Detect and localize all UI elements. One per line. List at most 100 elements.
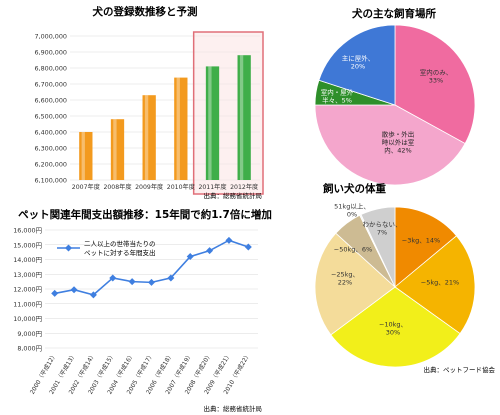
chart2-label: 内、42% [384, 146, 411, 155]
chart3-y-tick: 15,000円 [13, 241, 42, 249]
chart4-label: ~25kg、 [331, 271, 359, 279]
chart4-source: 出典：ペットフード協会 [424, 365, 496, 374]
chart3-point [109, 274, 117, 282]
chart3-point [89, 291, 97, 299]
dog-registration-chart: 犬の登録数推移と予測 6,100,0006,200,0006,300,0006,… [34, 5, 264, 200]
chart3-points [51, 236, 252, 299]
chart4-slice [330, 286, 461, 368]
pet-expense-chart: ペット関連年間支出額推移：15年間で約1.7倍に増加 8,000円 9,000円 1… [13, 208, 272, 413]
chart3-point [70, 286, 78, 294]
chart3-point [51, 289, 59, 297]
dog-weight-chart: 飼い犬の体重 ~3kg、14% ~5kg、21% ~10kg、30% ~25kg、22… [314, 182, 496, 374]
chart2-slice [314, 104, 466, 186]
chart1-y-tick: 6,500,000 [34, 113, 67, 121]
chart4-label: 0% [347, 211, 357, 219]
chart2-slice [394, 24, 476, 145]
chart2-label: 20% [351, 63, 365, 71]
chart3-y-tick: 10,000円 [13, 315, 42, 323]
chart3-gridlines [45, 229, 258, 349]
chart1-bar [79, 132, 93, 180]
chart1-bar [142, 95, 156, 180]
chart3-title: ペット関連年間支出額推移：15年間で約1.7倍に増加 [18, 208, 272, 221]
chart1-bar [174, 77, 188, 180]
chart1-title: 犬の登録数推移と予測 [92, 5, 198, 18]
chart3-legend-marker [65, 244, 72, 252]
chart1-bar-shine [208, 66, 212, 180]
chart2-slice [318, 24, 396, 106]
chart1-y-tick: 6,900,000 [34, 49, 67, 57]
chart4-slice [394, 206, 458, 288]
chart1-y-ticks: 6,100,000 6,200,000 6,300,000 6,400,000 6,50… [34, 33, 67, 185]
chart1-y-tick: 6,400,000 [34, 129, 67, 137]
chart2-label: 主に屋外、 [342, 54, 375, 63]
chart3-legend-line2: ペットに対する年間支出 [84, 248, 156, 257]
chart3-legend: 二人以上の世帯当たりの ペットに対する年間支出 [57, 239, 156, 257]
chart4-title: 飼い犬の体重 [322, 182, 386, 195]
chart1-x-label: 2012年度 [230, 183, 258, 191]
chart4-label: ~5kg、21% [421, 279, 459, 287]
chart2-label: 室内のみ、 [420, 68, 453, 77]
chart3-point [244, 243, 252, 251]
chart4-label: 22% [338, 279, 352, 287]
chart2-slices [314, 24, 476, 186]
chart1-y-tick: 6,700,000 [34, 81, 67, 89]
chart1-bar-shine [239, 55, 244, 181]
chart1-bar-shine [81, 132, 85, 180]
chart4-label: ~50kg、6% [334, 246, 372, 254]
chart4-slice [314, 232, 396, 336]
chart1-bars [79, 55, 251, 181]
chart3-y-tick: 9,000円 [17, 330, 42, 338]
chart1-bar-shine [176, 77, 180, 180]
chart4-label: 7% [377, 229, 387, 237]
chart1-y-tick: 7,000,000 [34, 33, 67, 41]
chart1-x-labels: 2007年度 2008年度 2009年度 2010年度 2011年度 2012年度 [72, 183, 258, 191]
chart3-y-tick: 13,000円 [13, 271, 42, 279]
chart1-y-tick: 6,200,000 [34, 161, 67, 169]
chart3-point [206, 247, 214, 255]
chart1-forecast-highlight [192, 31, 264, 195]
chart1-bar [205, 66, 220, 180]
chart3-x-labels: 2000（平成12）2001（平成13）2002（平成14）2003（平成15）… [28, 351, 252, 396]
chart4-label: ~10kg、 [379, 321, 407, 329]
chart4-slice [360, 206, 396, 288]
chart1-bar [110, 119, 125, 180]
chart3-point [148, 278, 155, 286]
chart1-y-tick: 6,800,000 [34, 65, 67, 73]
chart2-label: 33% [429, 77, 443, 85]
chart3-point [167, 274, 175, 282]
chart1-x-label: 2009年度 [135, 183, 163, 191]
chart1-source: 出典：総務省統計局 [204, 191, 263, 200]
chart4-slice [394, 235, 476, 335]
chart3-y-ticks: 8,000円 9,000円 10,000円 11,000円 12,000円 13,000円… [13, 227, 42, 353]
chart1-y-tick: 6,600,000 [34, 97, 67, 105]
chart4-labels: ~3kg、14% ~5kg、21% ~10kg、30% ~25kg、22% ~50kg、… [331, 202, 459, 337]
chart3-y-tick: 11,000円 [13, 300, 42, 308]
chart1-bar-shine [113, 119, 117, 180]
chart3-legend-line1: 二人以上の世帯当たりの [84, 239, 156, 248]
chart1-x-label: 2008年度 [103, 183, 131, 191]
chart1-x-label: 2010年度 [167, 183, 195, 191]
chart1-x-label: 2007年度 [72, 183, 100, 191]
chart2-label: 散歩・外出 [382, 130, 415, 139]
chart3-y-tick: 8,000円 [17, 345, 42, 353]
chart3-point [225, 236, 233, 244]
chart3-source: 出典：総務省統計局 [204, 404, 263, 413]
chart2-label: 時以外は室 [382, 138, 415, 147]
chart3-y-tick: 12,000円 [13, 286, 42, 294]
chart2-label: 半々、5% [322, 96, 352, 105]
chart2-title: 犬の主な飼育場所 [351, 7, 436, 20]
chart4-slices [314, 206, 476, 368]
chart1-x-label: 2011年度 [198, 183, 226, 191]
chart3-point [186, 253, 194, 261]
chart1-bar-shine [144, 95, 149, 180]
chart4-label: ~3kg、14% [402, 237, 440, 245]
chart1-bar [237, 55, 251, 181]
chart3-y-tick: 16,000円 [13, 227, 42, 235]
chart3-y-tick: 14,000円 [13, 256, 42, 264]
chart2-label: 室内・屋外 [321, 88, 354, 97]
chart4-label: 51kg以上、 [334, 202, 370, 211]
chart3-point [128, 278, 136, 286]
